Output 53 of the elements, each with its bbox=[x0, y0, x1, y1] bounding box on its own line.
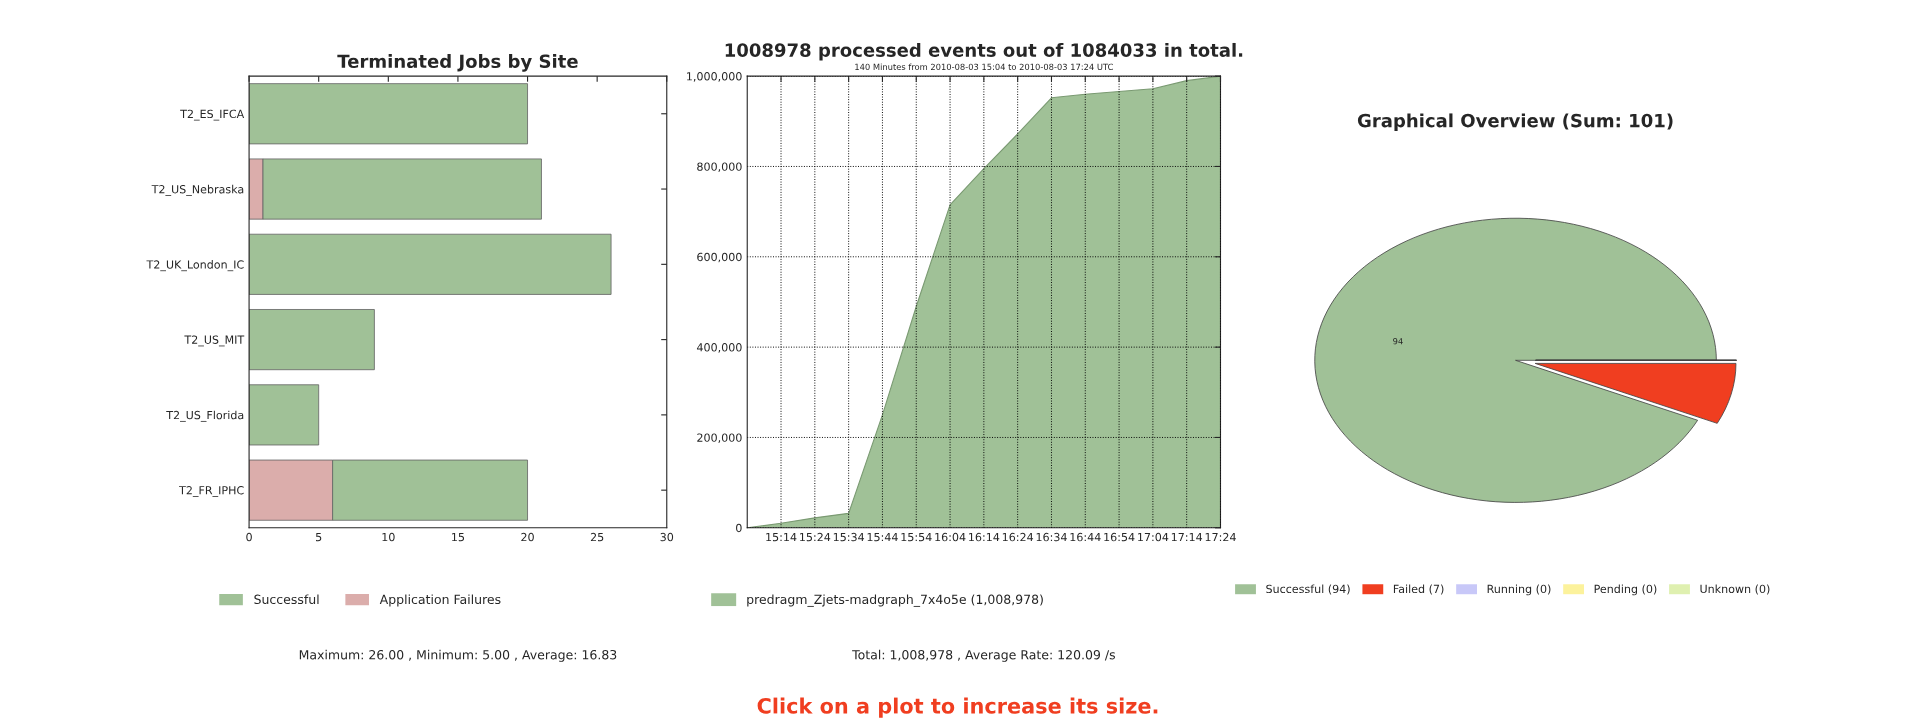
chart-title: Graphical Overview (Sum: 101) bbox=[1357, 113, 1673, 131]
bar bbox=[249, 233, 612, 295]
y-tick-label: 600,000 bbox=[697, 252, 742, 263]
text: Click on a plot to increase its size. bbox=[757, 697, 1158, 718]
x-tick-label: 30 bbox=[660, 532, 674, 542]
legend-label: Successful bbox=[254, 594, 319, 605]
bar bbox=[249, 309, 375, 371]
x-tick-label: 0 bbox=[246, 532, 252, 542]
x-tick-label: 10 bbox=[382, 532, 395, 542]
x-tick-label: 20 bbox=[521, 532, 534, 542]
x-tick-label: 15:54 bbox=[901, 533, 932, 542]
x-tick-label: 25 bbox=[590, 532, 604, 542]
x-tick-label: 5 bbox=[316, 533, 322, 542]
text: Total: 1,008,978 , Average Rate: 120.09 /s bbox=[852, 649, 1115, 662]
x-tick-label: 15:14 bbox=[766, 533, 797, 542]
x-tick-label: 16:14 bbox=[969, 532, 1000, 542]
legend-label: Failed (7) bbox=[1393, 584, 1444, 595]
y-tick-label: T2_US_Nebraska bbox=[151, 184, 244, 196]
y-tick-label: T2_US_Florida bbox=[166, 410, 244, 422]
x-tick-label: 15:34 bbox=[833, 532, 865, 542]
data-label: 94 bbox=[1393, 338, 1403, 345]
y-tick-label: T2_UK_London_IC bbox=[146, 260, 244, 272]
y-tick-label: 1,000,000 bbox=[687, 72, 742, 82]
legend-label: Successful (94) bbox=[1266, 584, 1350, 595]
chart-title: 1008978 processed events out of 1084033 in total. bbox=[725, 42, 1243, 61]
y-tick-label: 200,000 bbox=[697, 433, 742, 443]
chart-subtitle: 140 Minutes from 2010-08-03 15:04 to 2010-08-03 17:24 UTC bbox=[855, 63, 1113, 70]
legend-label: Running (0) bbox=[1487, 584, 1551, 596]
legend-label: Application Failures bbox=[379, 594, 501, 607]
x-tick-label: 17:04 bbox=[1138, 532, 1169, 542]
y-tick-label: 800,000 bbox=[697, 162, 742, 172]
x-tick-label: 16:44 bbox=[1070, 532, 1101, 542]
y-tick-label: T2_FR_IPHC bbox=[179, 486, 244, 497]
text: Maximum: 26.00 , Minimum: 5.00 , Average: 16.83 bbox=[299, 649, 617, 662]
y-tick-label: 0 bbox=[736, 523, 742, 533]
x-tick-label: 16:54 bbox=[1104, 532, 1135, 542]
legend-label: Unknown (0) bbox=[1700, 584, 1770, 595]
bar bbox=[249, 83, 528, 145]
x-tick-label: 15 bbox=[452, 533, 465, 542]
x-tick-label: 17:24 bbox=[1205, 532, 1236, 542]
x-tick-label: 15:24 bbox=[800, 532, 831, 542]
x-tick-label: 16:34 bbox=[1036, 532, 1067, 542]
y-tick-label: T2_ES_IFCA bbox=[180, 109, 245, 121]
chart-title: Terminated Jobs by Site bbox=[337, 54, 578, 72]
x-tick-label: 16:04 bbox=[935, 532, 966, 542]
legend-label: predragm_Zjets-madgraph_7x4o5e (1,008,978) bbox=[747, 594, 1043, 607]
legend-label: Pending (0) bbox=[1594, 584, 1657, 596]
y-tick-label: T2_US_MIT bbox=[184, 335, 245, 347]
x-tick-label: 15:44 bbox=[867, 533, 898, 542]
y-tick-label: 400,000 bbox=[696, 343, 742, 353]
bar bbox=[249, 384, 320, 446]
x-tick-label: 16:24 bbox=[1002, 532, 1034, 542]
x-tick-label: 17:14 bbox=[1171, 533, 1203, 542]
